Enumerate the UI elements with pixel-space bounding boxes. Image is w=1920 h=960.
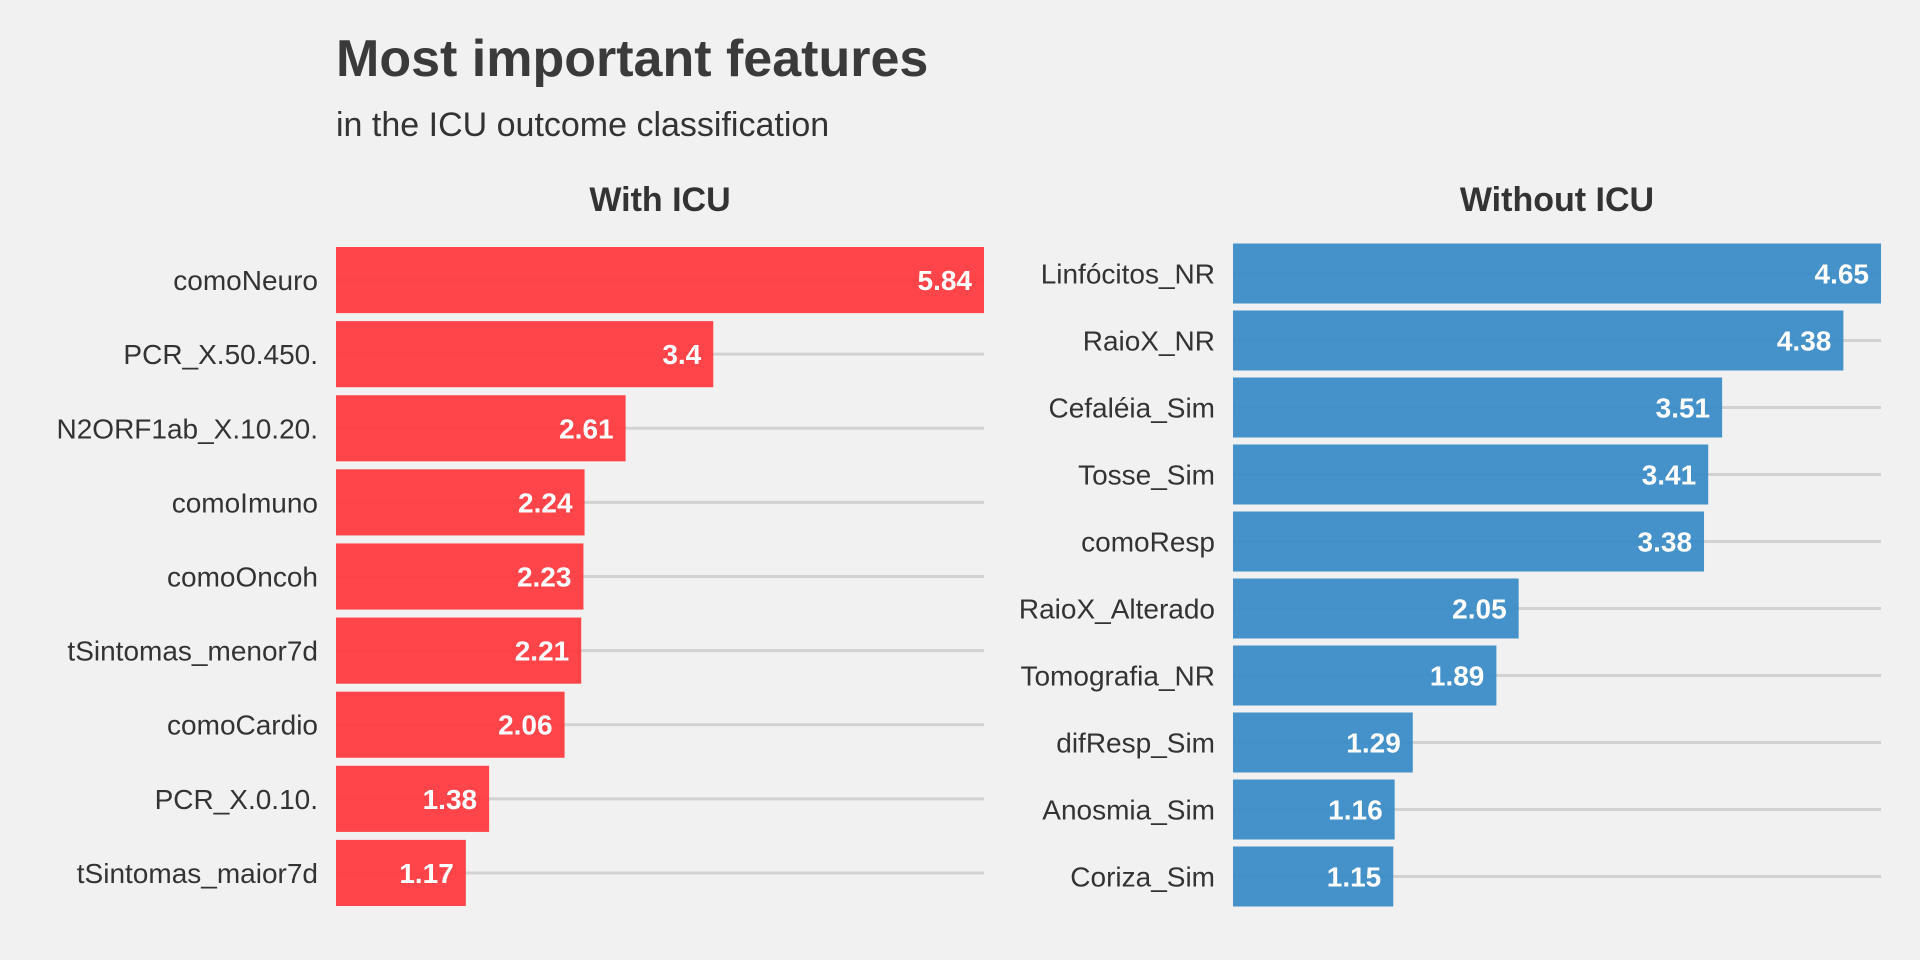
category-label: Coriza_Sim [1070, 862, 1215, 893]
bar [1233, 779, 1395, 840]
bar [1233, 578, 1519, 639]
value-label: 1.89 [1430, 661, 1485, 692]
bar [1233, 243, 1881, 304]
facet-title: With ICU [589, 181, 730, 219]
bar [336, 321, 714, 388]
bar [1233, 846, 1394, 907]
bar [1233, 712, 1413, 773]
panel-with-icu: With ICU comoNeuro 5.84 PCR_X.50.450. 3.4 N2O… [57, 181, 984, 906]
category-label: Tomografia_NR [1020, 661, 1215, 692]
panel-without-icu: Without ICU Linfócitos_NR 4.65 RaioX_NR 4.38… [1019, 181, 1881, 907]
category-label: tSintomas_maior7d [77, 858, 318, 889]
chart-subtitle: in the ICU outcome classification [336, 106, 829, 144]
category-label: RaioX_Alterado [1019, 594, 1215, 625]
category-label: N2ORF1ab_X.10.20. [57, 413, 319, 444]
value-label: 3.38 [1638, 527, 1693, 558]
category-label: comoImuno [172, 487, 318, 518]
value-label: 2.24 [518, 487, 573, 518]
category-label: comoNeuro [173, 265, 318, 296]
category-label: Tosse_Sim [1078, 460, 1215, 491]
bar [1233, 511, 1705, 572]
value-label: 2.23 [517, 562, 572, 593]
category-label: Anosmia_Sim [1042, 795, 1215, 826]
value-label: 1.38 [423, 784, 478, 815]
facet-title: Without ICU [1460, 181, 1654, 219]
value-label: 1.16 [1328, 795, 1383, 826]
value-label: 3.51 [1656, 393, 1711, 424]
value-label: 1.15 [1327, 862, 1382, 893]
category-label: difResp_Sim [1056, 728, 1215, 759]
bar [336, 839, 466, 906]
bar [1233, 444, 1709, 505]
category-label: comoCardio [167, 710, 318, 741]
value-label: 1.17 [399, 858, 454, 889]
category-label: comoOncoh [167, 562, 318, 593]
bar [336, 469, 585, 536]
value-label: 2.05 [1452, 594, 1507, 625]
bar [336, 543, 584, 610]
bar [336, 765, 490, 832]
bar [336, 617, 582, 684]
value-label: 1.29 [1346, 728, 1401, 759]
bar [1233, 310, 1844, 371]
value-label: 3.41 [1642, 460, 1697, 491]
value-label: 2.61 [559, 413, 614, 444]
bar [336, 691, 565, 758]
category-label: tSintomas_menor7d [67, 636, 318, 667]
category-label: comoResp [1081, 527, 1215, 558]
category-label: PCR_X.50.450. [123, 339, 318, 370]
value-label: 2.06 [498, 710, 553, 741]
bar [1233, 377, 1723, 438]
category-label: Linfócitos_NR [1041, 259, 1215, 290]
bar [336, 395, 626, 462]
category-label: RaioX_NR [1083, 326, 1215, 357]
bar [336, 247, 984, 314]
value-label: 4.65 [1815, 259, 1870, 290]
bar [1233, 645, 1497, 706]
category-label: PCR_X.0.10. [155, 784, 318, 815]
chart-title: Most important features [336, 30, 928, 88]
category-label: Cefaléia_Sim [1048, 393, 1215, 424]
value-label: 5.84 [918, 265, 973, 296]
value-label: 4.38 [1777, 326, 1832, 357]
value-label: 3.4 [662, 339, 701, 370]
value-label: 2.21 [515, 636, 570, 667]
